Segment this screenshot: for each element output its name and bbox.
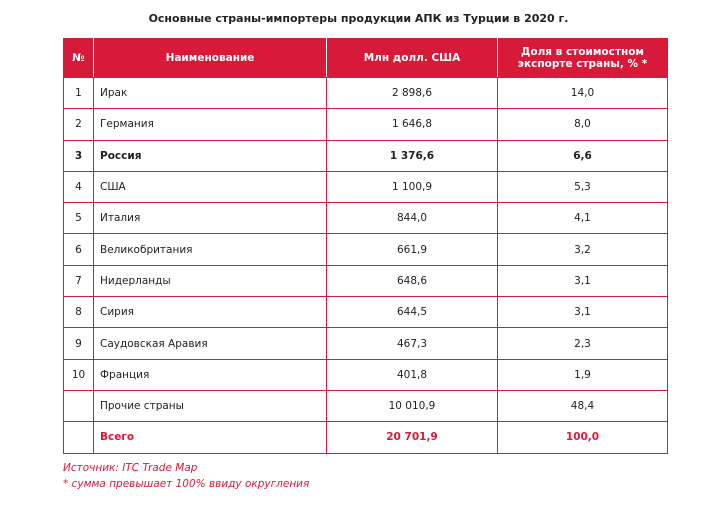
table-body: 1 Ирак 2 898,6 14,0 2 Германия 1 646,8 8,0 3 Росс… (63, 76, 668, 454)
row-number: 5 (63, 202, 94, 235)
value-cell: 2 898,6 (326, 76, 498, 110)
table-row: 1 Ирак 2 898,6 14,0 (63, 76, 668, 110)
value-cell: 467,3 (326, 327, 498, 360)
table-title: Основные страны-импортеры продукции АПК … (148, 12, 569, 25)
table-row: 9 Саудовская Аравия 467,3 2,3 (63, 327, 668, 360)
value-cell: 661,9 (326, 233, 498, 266)
table-row: 7 Нидерланды 648,6 3,1 (63, 264, 668, 298)
country-name: Всего (93, 421, 327, 454)
row-number: 2 (63, 108, 94, 141)
header-cell: № (63, 38, 94, 78)
header-cell: Млн долл. США (326, 38, 498, 78)
row-number: 8 (63, 296, 94, 329)
value-cell: 644,5 (326, 296, 498, 329)
table: № Наименование Млн долл. США Доля в стоимос… (63, 38, 668, 454)
row-number: 10 (63, 358, 94, 391)
value-cell: 844,0 (326, 202, 498, 235)
header-cell: Доля в стоимостном экспорте страны, % * (497, 38, 668, 78)
value-cell: 1 100,9 (326, 170, 498, 204)
country-name: Прочие страны (93, 389, 327, 423)
country-name: США (93, 170, 327, 204)
table-row: 5 Италия 844,0 4,1 (63, 202, 668, 235)
row-number (63, 389, 94, 423)
table-row: 10 Франция 401,8 1,9 (63, 358, 668, 391)
value-cell: 1 646,8 (326, 108, 498, 141)
country-name: Ирак (93, 76, 327, 110)
header-cell: Наименование (93, 38, 327, 78)
footnotes: Источник: ITC Trade Map * сумма превышает… (63, 460, 309, 492)
share-cell: 6,6 (497, 139, 668, 172)
country-name: Сирия (93, 296, 327, 329)
share-cell: 3,1 (497, 296, 668, 329)
table-row: Всего 20 701,9 100,0 (63, 421, 668, 454)
share-cell: 5,3 (497, 170, 668, 204)
footnote: Источник: ITC Trade Map (63, 462, 198, 474)
row-number: 1 (63, 76, 94, 110)
value-cell: 401,8 (326, 358, 498, 391)
share-cell: 3,2 (497, 233, 668, 266)
row-number (63, 421, 94, 454)
share-cell: 3,1 (497, 264, 668, 298)
row-number: 4 (63, 170, 94, 204)
table-row: 2 Германия 1 646,8 8,0 (63, 108, 668, 141)
table-row: 3 Россия 1 376,6 6,6 (63, 139, 668, 172)
share-cell: 14,0 (497, 76, 668, 110)
table-row: 4 США 1 100,9 5,3 (63, 170, 668, 204)
country-name: Германия (93, 108, 327, 141)
share-cell: 1,9 (497, 358, 668, 391)
share-cell: 8,0 (497, 108, 668, 141)
country-name: Саудовская Аравия (93, 327, 327, 360)
country-name: Франция (93, 358, 327, 391)
table-row: Прочие страны 10 010,9 48,4 (63, 389, 668, 423)
country-name: Великобритания (93, 233, 327, 266)
value-cell: 10 010,9 (326, 389, 498, 423)
footnote: * сумма превышает 100% ввиду округления (63, 478, 310, 490)
header-row: № Наименование Млн долл. США Доля в стоимос… (63, 38, 668, 78)
value-cell: 648,6 (326, 264, 498, 298)
country-name: Нидерланды (93, 264, 327, 298)
share-cell: 100,0 (497, 421, 668, 454)
value-cell: 1 376,6 (326, 139, 498, 172)
share-cell: 48,4 (497, 389, 668, 423)
value-cell: 20 701,9 (326, 421, 498, 454)
country-name: Италия (93, 202, 327, 235)
row-number: 7 (63, 264, 94, 298)
row-number: 9 (63, 327, 94, 360)
share-cell: 2,3 (497, 327, 668, 360)
table-row: 6 Великобритания 661,9 3,2 (63, 233, 668, 266)
country-name: Россия (93, 139, 327, 172)
row-number: 6 (63, 233, 94, 266)
share-cell: 4,1 (497, 202, 668, 235)
table-row: 8 Сирия 644,5 3,1 (63, 296, 668, 329)
row-number: 3 (63, 139, 94, 172)
